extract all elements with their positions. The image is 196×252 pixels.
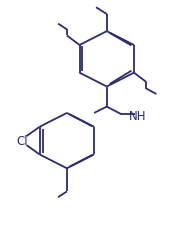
Text: Cl: Cl (17, 135, 28, 147)
Text: NH: NH (129, 110, 147, 122)
